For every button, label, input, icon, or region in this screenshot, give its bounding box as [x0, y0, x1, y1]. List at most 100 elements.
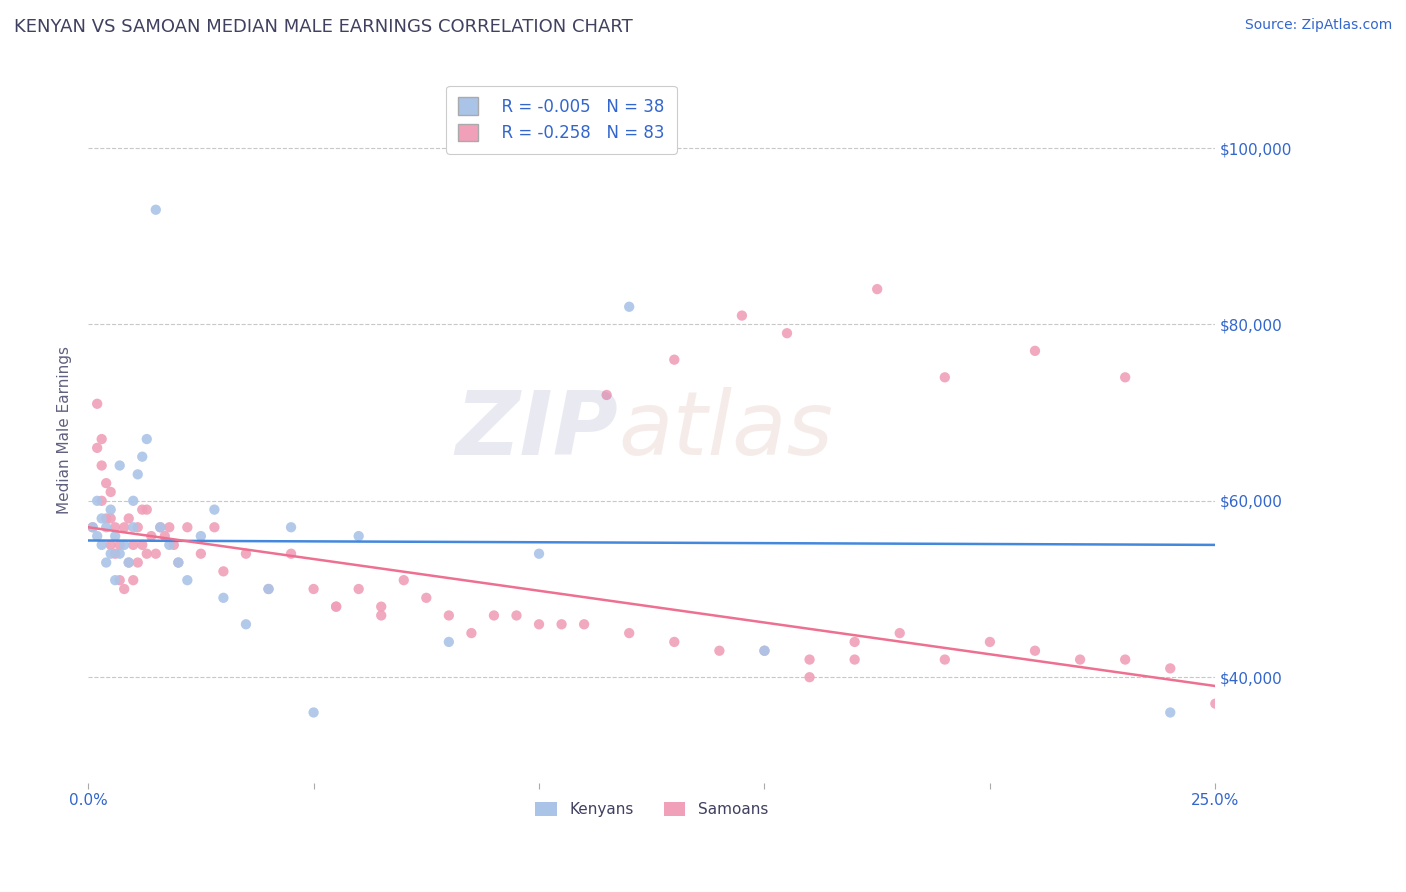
Point	[844, 652, 866, 666]
Point	[96, 556, 118, 570]
Point	[127, 467, 149, 482]
Point	[90, 493, 112, 508]
Point	[731, 309, 754, 323]
Point	[347, 529, 370, 543]
Point	[135, 547, 157, 561]
Point	[799, 652, 821, 666]
Point	[619, 626, 641, 640]
Point	[190, 529, 212, 543]
Point	[1249, 352, 1271, 367]
Point	[212, 591, 235, 605]
Text: ZIP: ZIP	[456, 387, 617, 474]
Point	[167, 556, 190, 570]
Point	[979, 635, 1001, 649]
Point	[157, 520, 180, 534]
Text: Source: ZipAtlas.com: Source: ZipAtlas.com	[1244, 18, 1392, 32]
Point	[844, 635, 866, 649]
Point	[1024, 343, 1046, 358]
Point	[127, 556, 149, 570]
Point	[104, 573, 127, 587]
Point	[280, 520, 302, 534]
Point	[190, 547, 212, 561]
Point	[145, 202, 167, 217]
Point	[754, 644, 776, 658]
Point	[212, 565, 235, 579]
Point	[527, 617, 550, 632]
Point	[145, 547, 167, 561]
Point	[131, 450, 153, 464]
Point	[257, 582, 280, 596]
Point	[619, 300, 641, 314]
Point	[141, 529, 163, 543]
Point	[235, 617, 257, 632]
Point	[112, 582, 135, 596]
Point	[96, 520, 118, 534]
Point	[100, 502, 122, 516]
Point	[754, 644, 776, 658]
Point	[664, 352, 686, 367]
Point	[1024, 644, 1046, 658]
Point	[325, 599, 347, 614]
Point	[108, 458, 131, 473]
Point	[550, 617, 572, 632]
Point	[131, 538, 153, 552]
Point	[108, 538, 131, 552]
Point	[1204, 697, 1226, 711]
Point	[118, 556, 141, 570]
Point	[127, 520, 149, 534]
Point	[90, 511, 112, 525]
Point	[96, 476, 118, 491]
Point	[122, 520, 145, 534]
Point	[347, 582, 370, 596]
Point	[131, 502, 153, 516]
Point	[108, 547, 131, 561]
Point	[112, 538, 135, 552]
Point	[460, 626, 482, 640]
Point	[104, 520, 127, 534]
Point	[202, 520, 225, 534]
Point	[100, 547, 122, 561]
Point	[1159, 706, 1181, 720]
Point	[595, 388, 617, 402]
Point	[370, 599, 392, 614]
Point	[153, 529, 176, 543]
Point	[934, 370, 956, 384]
Point	[104, 529, 127, 543]
Point	[82, 520, 104, 534]
Point	[572, 617, 595, 632]
Point	[149, 520, 172, 534]
Point	[112, 520, 135, 534]
Point	[280, 547, 302, 561]
Point	[90, 432, 112, 446]
Point	[437, 635, 460, 649]
Point	[100, 485, 122, 500]
Point	[157, 538, 180, 552]
Point	[122, 493, 145, 508]
Point	[1114, 652, 1136, 666]
Point	[235, 547, 257, 561]
Point	[257, 582, 280, 596]
Point	[302, 706, 325, 720]
Point	[176, 573, 198, 587]
Point	[527, 547, 550, 561]
Point	[122, 573, 145, 587]
Point	[167, 556, 190, 570]
Point	[118, 556, 141, 570]
Point	[709, 644, 731, 658]
Point	[86, 397, 108, 411]
Point	[118, 511, 141, 525]
Point	[776, 326, 799, 341]
Point	[104, 547, 127, 561]
Point	[96, 511, 118, 525]
Text: KENYAN VS SAMOAN MEDIAN MALE EARNINGS CORRELATION CHART: KENYAN VS SAMOAN MEDIAN MALE EARNINGS CO…	[14, 18, 633, 36]
Point	[799, 670, 821, 684]
Point	[934, 652, 956, 666]
Point	[437, 608, 460, 623]
Y-axis label: Median Male Earnings: Median Male Earnings	[58, 346, 72, 515]
Point	[108, 573, 131, 587]
Point	[1340, 264, 1362, 278]
Point	[90, 458, 112, 473]
Point	[122, 538, 145, 552]
Point	[149, 520, 172, 534]
Legend: Kenyans, Samoans: Kenyans, Samoans	[527, 794, 776, 825]
